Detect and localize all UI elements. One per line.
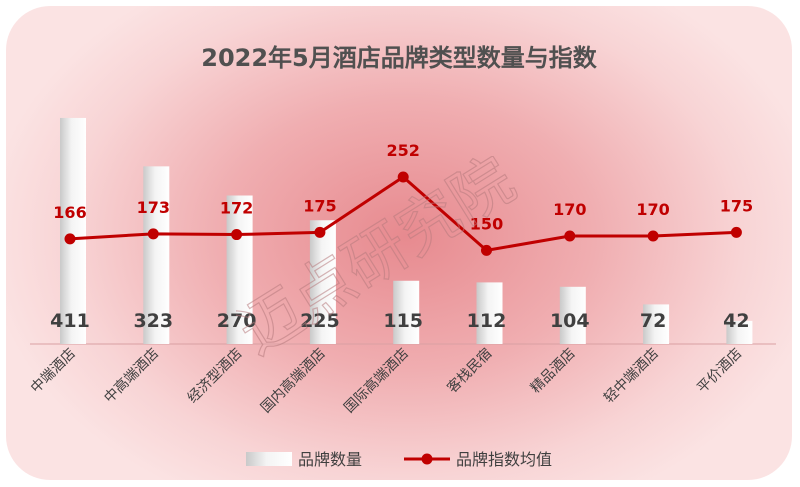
x-tick-label-5: 客栈民宿 bbox=[444, 345, 496, 397]
x-tick-label-8: 平价酒店 bbox=[694, 346, 745, 397]
bar-2 bbox=[226, 195, 253, 344]
index-point-8 bbox=[730, 226, 742, 238]
bar-1 bbox=[143, 166, 170, 344]
index-point-5 bbox=[481, 244, 492, 256]
bar-3 bbox=[309, 220, 336, 344]
chart-svg: 411 323 270 225 115 112 104 72 42 166 173 172 175 252… bbox=[28, 117, 776, 469]
bar-5 bbox=[476, 282, 503, 344]
count-label-3: 225 bbox=[300, 310, 340, 332]
x-tick-label-0: 中端酒店 bbox=[28, 346, 79, 397]
bar-8 bbox=[726, 320, 753, 344]
legend: 品牌数量 品牌指数均值 bbox=[246, 450, 552, 469]
index-label-1: 173 bbox=[137, 198, 170, 217]
chart-title: 2022年5月酒店品牌类型数量与指数 bbox=[201, 44, 597, 72]
index-point-3 bbox=[314, 226, 326, 238]
x-tick-label-2: 经济型酒店 bbox=[185, 346, 246, 407]
index-label-7: 170 bbox=[636, 200, 669, 219]
index-label-5: 150 bbox=[470, 214, 503, 233]
count-label-1: 323 bbox=[133, 310, 173, 332]
index-label-6: 170 bbox=[553, 200, 586, 219]
chart-card: 411 323 270 225 115 112 104 72 42 166 173 172 175 252… bbox=[6, 6, 792, 480]
x-tick-label-3: 国内高端酒店 bbox=[257, 345, 328, 416]
x-tick-label-6: 精品酒店 bbox=[528, 346, 579, 397]
count-label-5: 112 bbox=[467, 310, 507, 332]
count-label-6: 104 bbox=[550, 310, 590, 332]
legend-line-marker bbox=[421, 453, 433, 465]
count-label-4: 115 bbox=[383, 310, 423, 332]
legend-bar-label: 品牌数量 bbox=[298, 450, 362, 469]
index-label-2: 172 bbox=[220, 199, 253, 218]
bar-0 bbox=[60, 117, 86, 344]
bar-4 bbox=[393, 280, 420, 344]
index-point-6 bbox=[564, 230, 576, 242]
legend-line-label: 品牌指数均值 bbox=[456, 450, 552, 469]
count-label-8: 42 bbox=[723, 310, 749, 332]
count-label-0: 411 bbox=[50, 310, 90, 332]
count-label-2: 270 bbox=[217, 310, 257, 332]
index-label-4: 252 bbox=[386, 141, 419, 160]
count-label-7: 72 bbox=[640, 310, 666, 332]
index-label-8: 175 bbox=[720, 196, 753, 215]
index-point-1 bbox=[147, 228, 159, 240]
index-label-3: 175 bbox=[303, 196, 336, 215]
x-tick-label-1: 中高端酒店 bbox=[101, 345, 163, 407]
legend-bar-swatch bbox=[246, 452, 292, 466]
bar-7 bbox=[643, 304, 670, 344]
index-point-2 bbox=[231, 229, 243, 241]
index-point-0 bbox=[64, 233, 76, 245]
index-label-0: 166 bbox=[53, 203, 86, 222]
x-tick-label-7: 轻中端酒店 bbox=[601, 346, 662, 407]
x-tick-label-4: 国际高端酒店 bbox=[341, 345, 412, 416]
index-point-7 bbox=[647, 230, 659, 242]
index-point-4 bbox=[397, 171, 409, 183]
bar-6 bbox=[559, 286, 586, 344]
